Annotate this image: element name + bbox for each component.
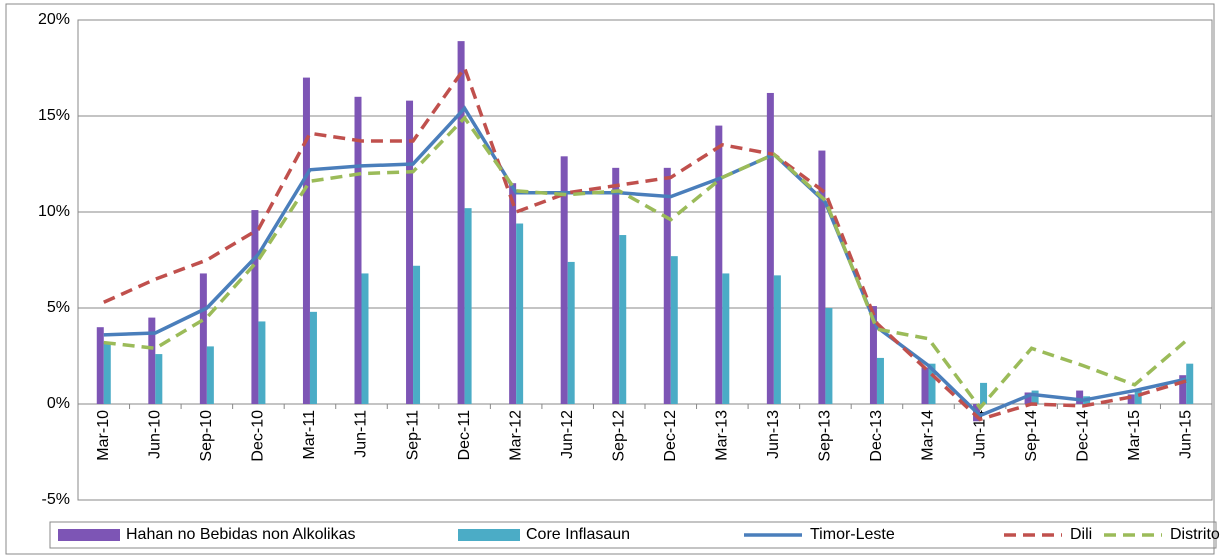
x-tick-label: Sep-10 bbox=[198, 410, 215, 462]
bar bbox=[766, 92, 774, 405]
x-tick-label: Mar-10 bbox=[95, 410, 112, 461]
y-tick-label: -5% bbox=[42, 491, 70, 508]
bar bbox=[516, 223, 524, 404]
x-tick-label: Dec-13 bbox=[868, 410, 885, 462]
y-tick-label: 15% bbox=[38, 107, 70, 124]
legend-label: Core Inflasaun bbox=[526, 526, 630, 543]
x-tick-label: Mar-14 bbox=[920, 410, 937, 461]
bar bbox=[1186, 363, 1194, 404]
bar bbox=[509, 183, 517, 404]
bar bbox=[406, 100, 414, 404]
bar bbox=[1134, 390, 1142, 404]
chart-border bbox=[5, 3, 1215, 555]
bar bbox=[560, 156, 568, 404]
bar bbox=[302, 77, 310, 404]
bar bbox=[1024, 392, 1032, 404]
bar bbox=[773, 275, 781, 404]
bar bbox=[1076, 390, 1084, 404]
bar bbox=[921, 367, 929, 404]
x-tick-label: Sep-11 bbox=[404, 410, 421, 461]
legend-label: Distrito bbox=[1170, 526, 1220, 543]
x-tick-label: Sep-13 bbox=[817, 410, 834, 462]
legend-border bbox=[49, 521, 1217, 549]
legend-label: Hahan no Bebidas non Alkolikas bbox=[126, 526, 356, 543]
x-tick-label: Jun-10 bbox=[147, 410, 164, 459]
bar bbox=[818, 150, 826, 404]
x-tick-label: Jun-12 bbox=[559, 410, 576, 459]
bar bbox=[413, 265, 421, 404]
x-tick-label: Dec-12 bbox=[662, 410, 679, 462]
legend-label: Dili bbox=[1070, 526, 1092, 543]
bar bbox=[354, 96, 362, 405]
bar bbox=[1179, 375, 1187, 404]
bar bbox=[619, 235, 627, 404]
bar bbox=[464, 208, 472, 404]
legend-swatch bbox=[58, 529, 120, 541]
bar bbox=[148, 317, 156, 404]
bar bbox=[251, 210, 259, 404]
bar bbox=[457, 41, 465, 405]
bar bbox=[258, 321, 266, 404]
bar bbox=[715, 125, 723, 404]
x-tick-label: Sep-14 bbox=[1023, 410, 1040, 462]
x-tick-label: Jun-11 bbox=[353, 410, 370, 458]
bar bbox=[663, 167, 671, 404]
y-tick-label: 20% bbox=[38, 11, 70, 28]
x-tick-label: Sep-12 bbox=[610, 410, 627, 462]
bar bbox=[612, 167, 620, 404]
bar bbox=[1127, 394, 1135, 404]
bar bbox=[1031, 390, 1039, 404]
line bbox=[103, 115, 1188, 411]
x-tick-label: Jun-15 bbox=[1177, 410, 1194, 459]
x-tick-label: Mar-13 bbox=[714, 410, 731, 461]
bar bbox=[869, 306, 877, 404]
bar bbox=[722, 273, 730, 404]
bar bbox=[206, 346, 214, 404]
x-tick-label: Dec-10 bbox=[250, 410, 267, 462]
bar bbox=[567, 261, 575, 404]
bar bbox=[825, 308, 833, 404]
bar bbox=[309, 311, 317, 404]
x-tick-label: Jun-13 bbox=[765, 410, 782, 459]
legend-label: Timor-Leste bbox=[810, 526, 895, 543]
x-tick-label: Dec-14 bbox=[1074, 410, 1091, 462]
y-tick-label: 5% bbox=[47, 299, 70, 316]
x-tick-label: Mar-12 bbox=[507, 410, 524, 461]
bar bbox=[199, 273, 207, 404]
bar bbox=[928, 363, 936, 404]
plot-border bbox=[77, 19, 1213, 501]
x-tick-label: Mar-15 bbox=[1126, 410, 1143, 461]
bar bbox=[361, 273, 369, 404]
line bbox=[103, 105, 1187, 418]
x-tick-label: Jun-14 bbox=[971, 410, 988, 459]
bar bbox=[155, 354, 163, 404]
bar bbox=[670, 256, 678, 404]
bar bbox=[980, 382, 988, 404]
y-tick-label: 10% bbox=[38, 203, 70, 220]
x-tick-label: Dec-11 bbox=[456, 410, 473, 460]
bar bbox=[103, 342, 111, 404]
y-tick-label: 0% bbox=[47, 395, 70, 412]
x-tick-label: Mar-11 bbox=[301, 410, 318, 460]
legend-swatch bbox=[458, 529, 520, 541]
bar bbox=[876, 357, 884, 404]
bar bbox=[96, 327, 104, 404]
